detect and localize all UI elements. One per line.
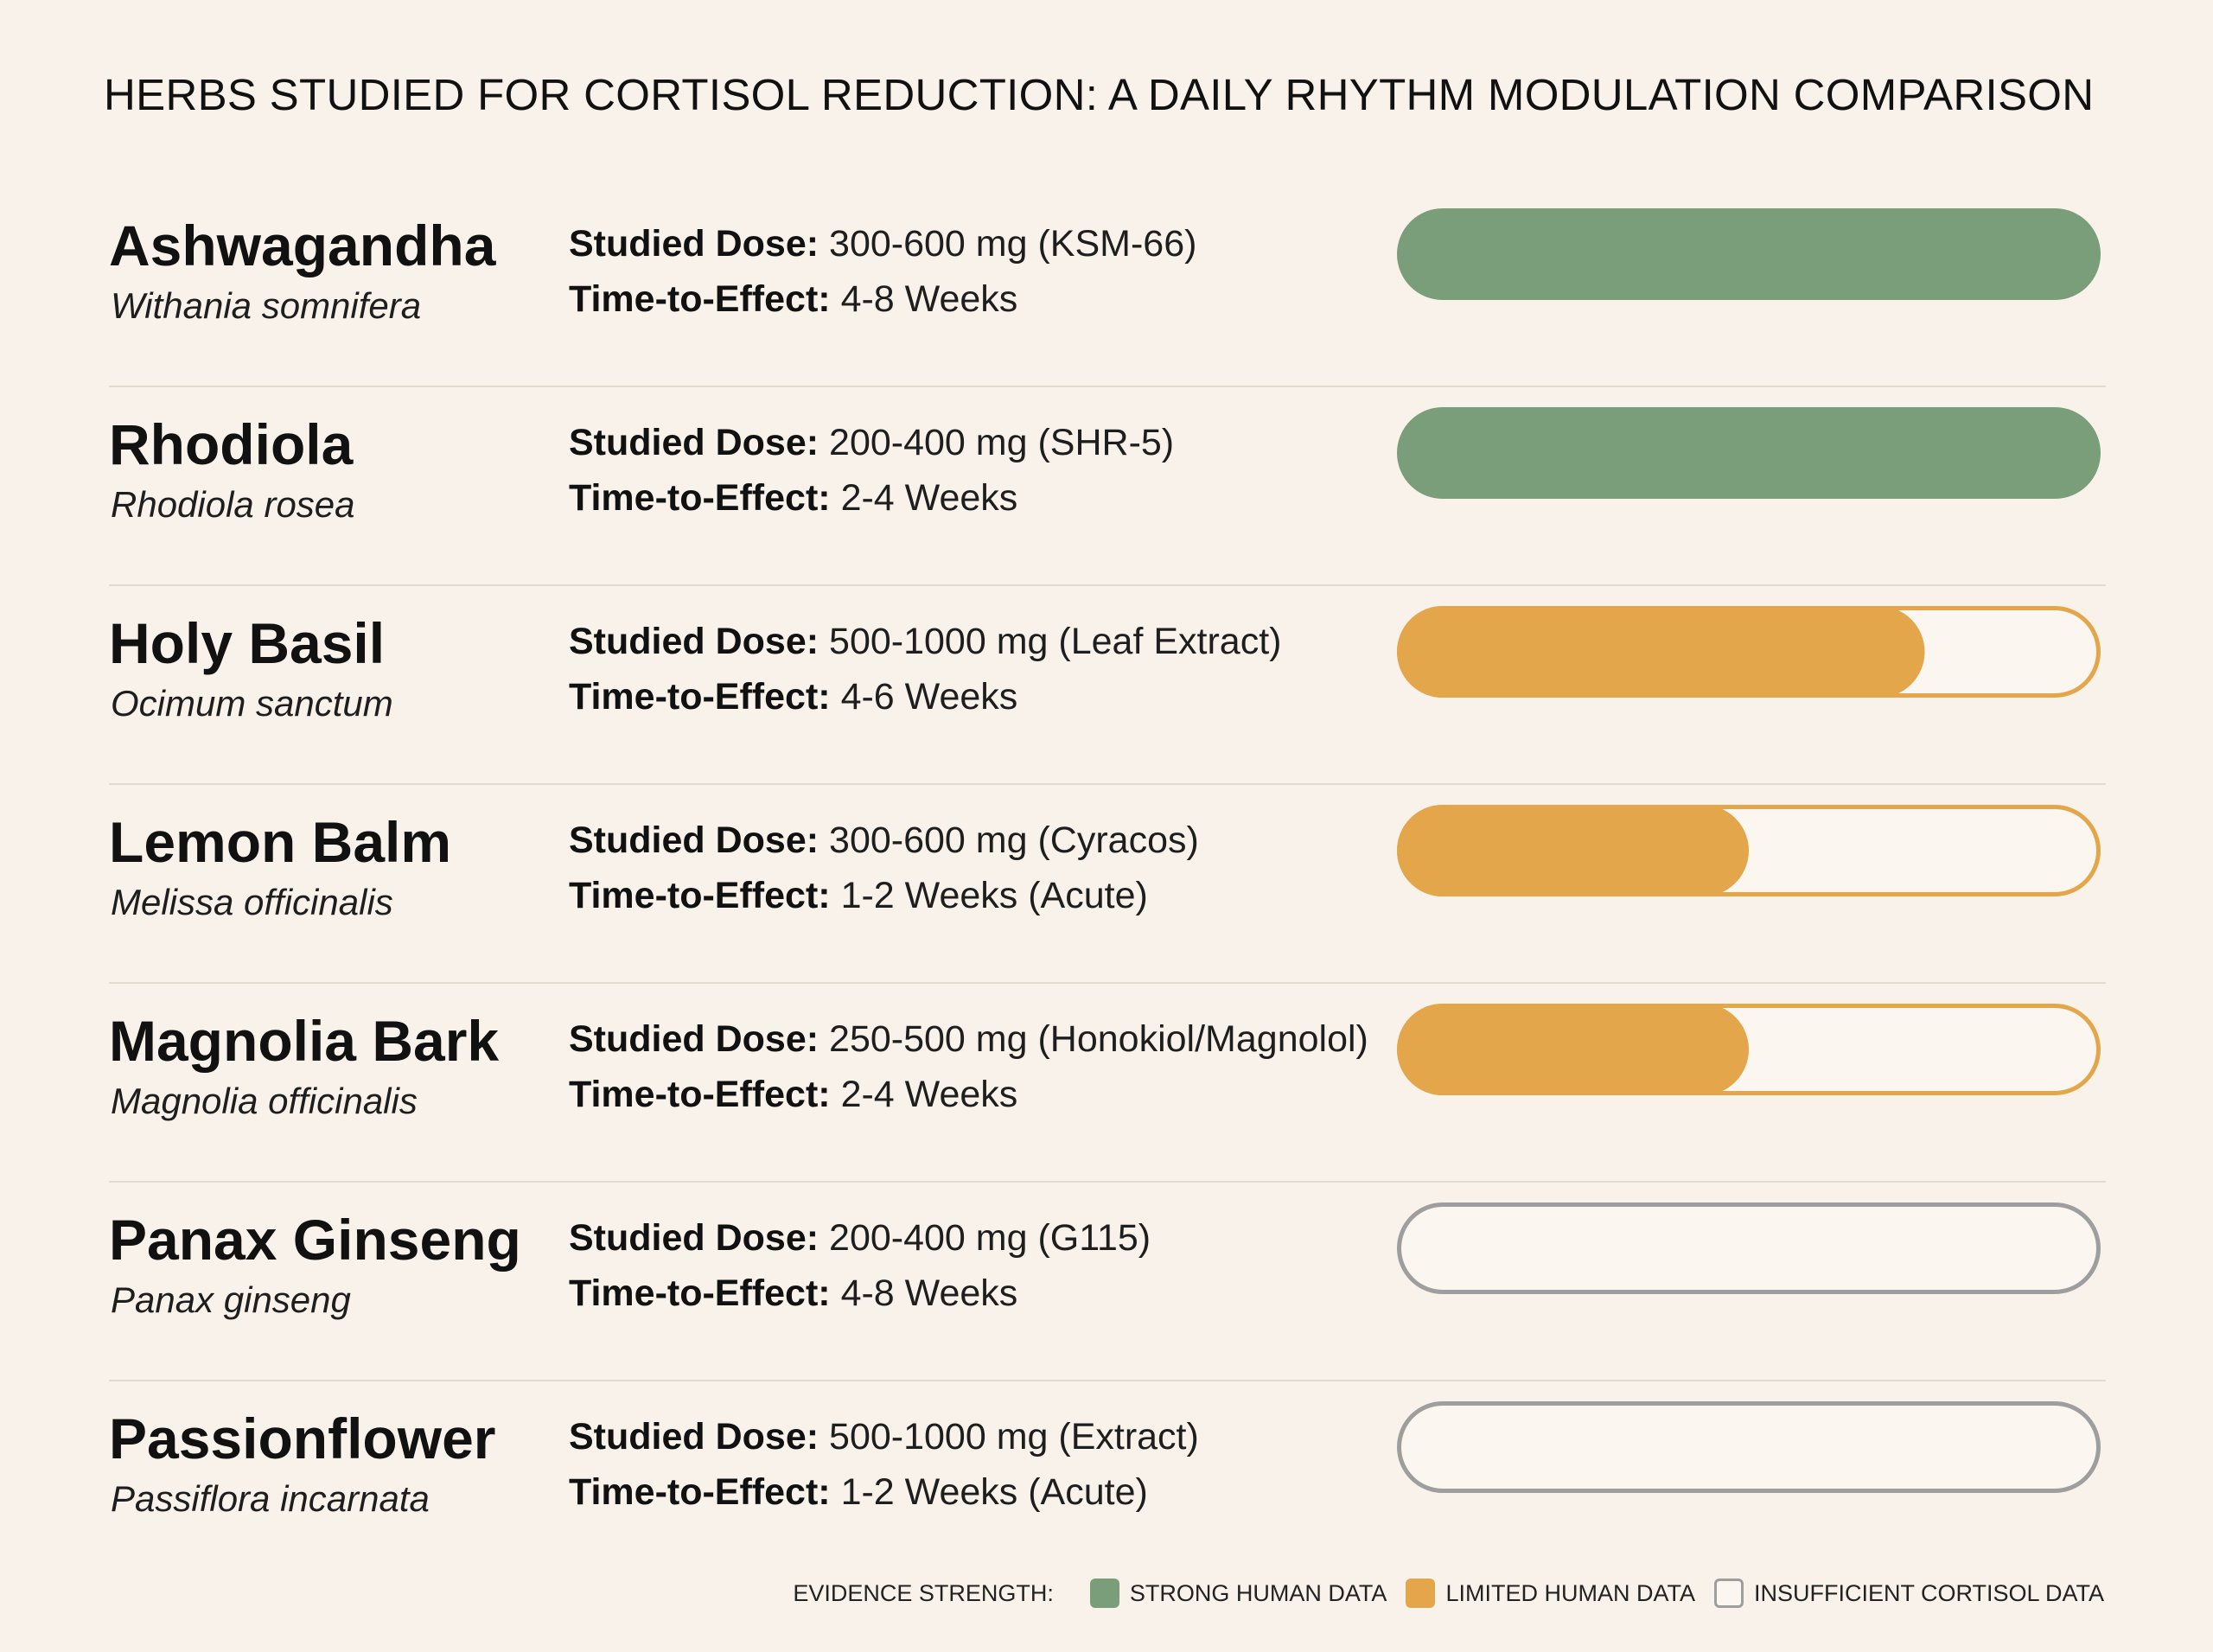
- time-to-effect: Time-to-Effect: 1-2 Weeks (Acute): [569, 875, 1148, 917]
- legend-swatch: [1089, 1579, 1119, 1608]
- legend: EVIDENCE STRENGTH: STRONG HUMAN DATA LIMI…: [793, 1579, 2104, 1608]
- studied-dose-value: 300-600 mg (KSM-66): [829, 223, 1197, 265]
- herb-name: Panax Ginseng: [109, 1208, 521, 1272]
- evidence-bar-track: [1397, 1401, 2101, 1493]
- legend-label: LIMITED HUMAN DATA: [1445, 1579, 1695, 1606]
- evidence-bar: [1397, 208, 2101, 300]
- time-to-effect-value: 2-4 Weeks: [840, 477, 1018, 519]
- studied-dose: Studied Dose: 250-500 mg (Honokiol/Magno…: [569, 1018, 1368, 1061]
- time-to-effect-label: Time-to-Effect:: [569, 1471, 831, 1513]
- herb-latin-name: Withania somnifera: [111, 285, 422, 326]
- studied-dose-label: Studied Dose:: [569, 1217, 820, 1259]
- studied-dose-value: 200-400 mg (SHR-5): [829, 422, 1175, 463]
- herb-row: Lemon Balm Melissa officinalis Studied Dos…: [109, 785, 2106, 984]
- time-to-effect: Time-to-Effect: 2-4 Weeks: [569, 477, 1017, 520]
- studied-dose-label: Studied Dose:: [569, 422, 820, 463]
- studied-dose: Studied Dose: 300-600 mg (Cyracos): [569, 820, 1199, 862]
- evidence-bar: [1397, 606, 2101, 698]
- time-to-effect-value: 4-8 Weeks: [840, 1272, 1018, 1314]
- herb-latin-name: Melissa officinalis: [111, 882, 393, 922]
- time-to-effect-label: Time-to-Effect:: [569, 1074, 831, 1115]
- time-to-effect: Time-to-Effect: 1-2 Weeks (Acute): [569, 1471, 1148, 1514]
- herb-row: Holy Basil Ocimum sanctum Studied Dose: 50…: [109, 586, 2106, 785]
- time-to-effect-label: Time-to-Effect:: [569, 1272, 831, 1314]
- legend-label: INSUFFICIENT CORTISOL DATA: [1753, 1579, 2104, 1606]
- studied-dose-value: 300-600 mg (Cyracos): [829, 820, 1199, 861]
- studied-dose-value: 500-1000 mg (Extract): [829, 1416, 1199, 1457]
- time-to-effect-label: Time-to-Effect:: [569, 477, 831, 519]
- evidence-bar-fill: [1397, 208, 2101, 300]
- herb-latin-name: Magnolia officinalis: [111, 1081, 418, 1121]
- studied-dose-label: Studied Dose:: [569, 223, 820, 265]
- studied-dose-label: Studied Dose:: [569, 820, 820, 861]
- studied-dose-label: Studied Dose:: [569, 1416, 820, 1457]
- time-to-effect: Time-to-Effect: 4-6 Weeks: [569, 676, 1017, 718]
- herb-name: Lemon Balm: [109, 810, 452, 874]
- evidence-bar-fill: [1397, 1004, 1749, 1095]
- herb-latin-name: Passiflora incarnata: [111, 1478, 430, 1519]
- time-to-effect-label: Time-to-Effect:: [569, 875, 831, 916]
- herb-rows: Ashwagandha Withania somnifera Studied Dos…: [109, 188, 2106, 1580]
- time-to-effect-label: Time-to-Effect:: [569, 676, 831, 718]
- studied-dose: Studied Dose: 200-400 mg (G115): [569, 1217, 1151, 1260]
- studied-dose-label: Studied Dose:: [569, 1018, 820, 1060]
- time-to-effect: Time-to-Effect: 2-4 Weeks: [569, 1074, 1017, 1116]
- evidence-bar: [1397, 1202, 2101, 1294]
- legend-label: STRONG HUMAN DATA: [1129, 1579, 1387, 1606]
- herb-name: Rhodiola: [109, 412, 354, 476]
- time-to-effect: Time-to-Effect: 4-8 Weeks: [569, 1272, 1017, 1315]
- time-to-effect-value: 1-2 Weeks (Acute): [840, 875, 1148, 916]
- evidence-bar-fill: [1397, 805, 1749, 896]
- herb-latin-name: Panax ginseng: [111, 1279, 351, 1320]
- time-to-effect-value: 4-6 Weeks: [840, 676, 1018, 718]
- studied-dose: Studied Dose: 500-1000 mg (Extract): [569, 1416, 1199, 1458]
- herb-latin-name: Ocimum sanctum: [111, 683, 393, 724]
- time-to-effect: Time-to-Effect: 4-8 Weeks: [569, 278, 1017, 321]
- legend-title: EVIDENCE STRENGTH:: [793, 1579, 1054, 1606]
- herb-name: Ashwagandha: [109, 214, 496, 277]
- herb-row: Ashwagandha Withania somnifera Studied Dos…: [109, 188, 2106, 387]
- time-to-effect-value: 4-8 Weeks: [840, 278, 1018, 320]
- legend-item-insufficient: INSUFFICIENT CORTISOL DATA: [1713, 1579, 2104, 1608]
- herb-latin-name: Rhodiola rosea: [111, 484, 355, 525]
- studied-dose-label: Studied Dose:: [569, 621, 820, 662]
- legend-swatch: [1406, 1579, 1436, 1608]
- evidence-bar: [1397, 805, 2101, 896]
- studied-dose-value: 200-400 mg (G115): [829, 1217, 1151, 1259]
- herb-name: Passionflower: [109, 1406, 496, 1470]
- herb-row: Panax Ginseng Panax ginseng Studied Dose: …: [109, 1183, 2106, 1381]
- time-to-effect-value: 1-2 Weeks (Acute): [840, 1471, 1148, 1513]
- herb-row: Rhodiola Rhodiola rosea Studied Dose: 200-…: [109, 387, 2106, 586]
- evidence-bar: [1397, 1004, 2101, 1095]
- herb-row: Magnolia Bark Magnolia officinalis Studied…: [109, 984, 2106, 1183]
- herb-row: Passionflower Passiflora incarnata Studied…: [109, 1381, 2106, 1580]
- studied-dose: Studied Dose: 300-600 mg (KSM-66): [569, 223, 1196, 265]
- legend-item-strong: STRONG HUMAN DATA: [1089, 1579, 1387, 1608]
- evidence-bar-track: [1397, 1202, 2101, 1294]
- studied-dose-value: 250-500 mg (Honokiol/Magnolol): [829, 1018, 1368, 1060]
- studied-dose-value: 500-1000 mg (Leaf Extract): [829, 621, 1282, 662]
- time-to-effect-value: 2-4 Weeks: [840, 1074, 1018, 1115]
- legend-swatch: [1713, 1579, 1744, 1608]
- herb-name: Magnolia Bark: [109, 1009, 500, 1073]
- chart-title: HERBS STUDIED FOR CORTISOL REDUCTION: A …: [104, 70, 2095, 119]
- studied-dose: Studied Dose: 200-400 mg (SHR-5): [569, 422, 1174, 464]
- legend-item-limited: LIMITED HUMAN DATA: [1406, 1579, 1695, 1608]
- evidence-bar-fill: [1397, 407, 2101, 499]
- herb-name: Holy Basil: [109, 611, 386, 675]
- evidence-bar-fill: [1397, 606, 1925, 698]
- evidence-bar: [1397, 1401, 2101, 1493]
- evidence-bar: [1397, 407, 2101, 499]
- studied-dose: Studied Dose: 500-1000 mg (Leaf Extract): [569, 621, 1281, 663]
- time-to-effect-label: Time-to-Effect:: [569, 278, 831, 320]
